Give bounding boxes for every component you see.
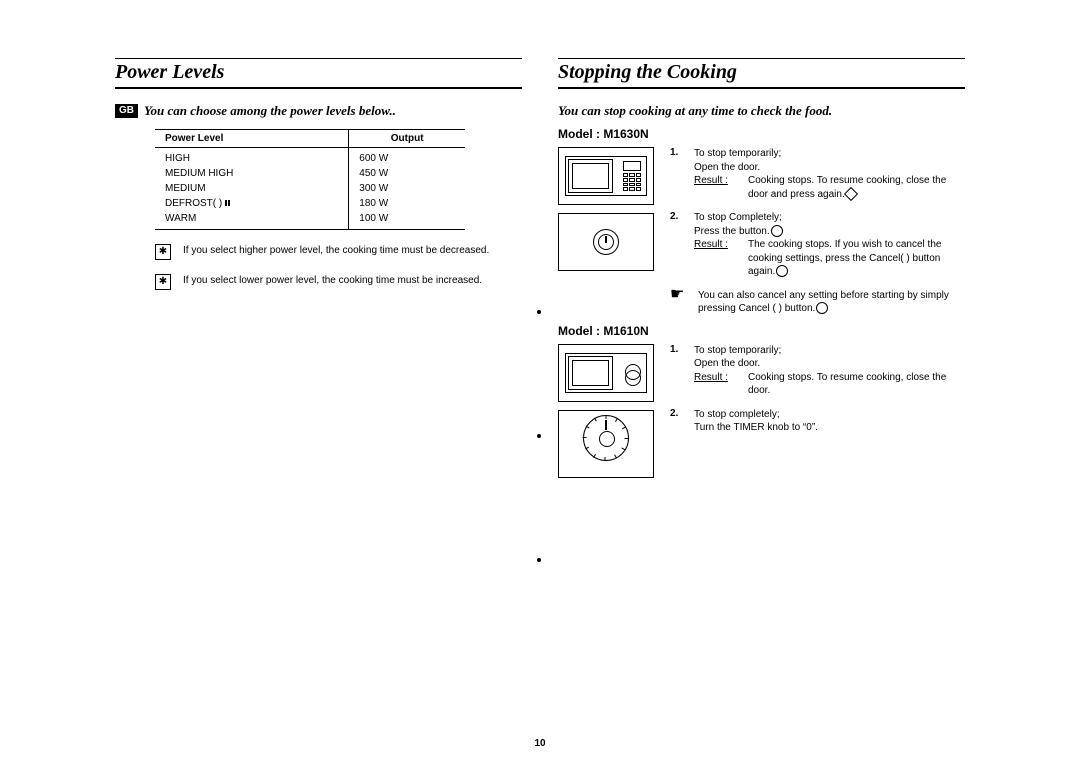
step-head: To stop completely; (694, 408, 965, 422)
power-level-table: Power Level Output HIGH600 W MEDIUM HIGH… (155, 129, 465, 230)
section-title-stopping: Stopping the Cooking (558, 61, 965, 89)
result-text: Cooking stops. To resume cooking, close … (748, 371, 965, 398)
note-text: If you select higher power level, the co… (183, 244, 522, 258)
table-cell: MEDIUM HIGH (155, 166, 349, 181)
gb-badge: GB (115, 104, 138, 118)
illustration-m1610n (558, 344, 654, 478)
table-cell: WARM (155, 211, 349, 230)
step-line: Turn the TIMER knob to “0”. (694, 421, 965, 435)
cancel-circle-icon (776, 265, 788, 277)
intro-stopping: You can stop cooking at any time to chec… (558, 103, 965, 119)
step-line: Press the button. (694, 225, 965, 239)
step-item: 2. To stop completely; Turn the TIMER kn… (670, 408, 965, 435)
start-diamond-icon (844, 187, 858, 201)
cancel-circle-icon (816, 302, 828, 314)
step-head: To stop temporarily; (694, 147, 965, 161)
note-plus-icon: ✱ (155, 274, 171, 290)
note-text: If you select lower power level, the coo… (183, 274, 522, 288)
defrost-icon (223, 198, 232, 208)
table-cell: 300 W (349, 181, 465, 196)
note-row: ✱ If you select lower power level, the c… (155, 274, 522, 290)
page-number: 10 (0, 738, 1080, 749)
binding-dots (537, 310, 543, 682)
step-line: Open the door. (694, 161, 965, 175)
table-cell: HIGH (155, 148, 349, 167)
model-m1610n-heading: Model : M1610N (558, 324, 965, 338)
table-cell: 180 W (349, 196, 465, 211)
microwave-illustration (558, 147, 654, 205)
model-m1630n-heading: Model : M1630N (558, 127, 965, 141)
table-cell: DEFROST( ) (155, 196, 349, 211)
result-label: Result : (694, 174, 738, 201)
result-label: Result : (694, 371, 738, 398)
result-text: Cooking stops. To resume cooking, close … (748, 174, 965, 201)
hand-note: ☛ You can also cancel any setting before… (670, 289, 965, 316)
table-cell: MEDIUM (155, 181, 349, 196)
cancel-circle-icon (771, 225, 783, 237)
illustration-m1630n (558, 147, 654, 316)
timer-dial-illustration (558, 410, 654, 478)
table-cell: 450 W (349, 166, 465, 181)
step-item: 1. To stop temporarily; Open the door. R… (670, 344, 965, 398)
left-column: Power Levels GB You can choose among the… (115, 58, 522, 486)
result-text: The cooking stops. If you wish to cancel… (748, 238, 965, 279)
table-cell: 600 W (349, 148, 465, 167)
intro-power-levels: You can choose among the power levels be… (144, 103, 396, 119)
note-row: ✱ If you select higher power level, the … (155, 244, 522, 260)
right-column: Stopping the Cooking You can stop cookin… (558, 58, 965, 486)
step-item: 2. To stop Completely; Press the button.… (670, 211, 965, 279)
result-label: Result : (694, 238, 738, 279)
hand-note-text: You can also cancel any setting before s… (698, 289, 965, 316)
step-head: To stop temporarily; (694, 344, 965, 358)
th-output: Output (349, 130, 465, 148)
step-item: 1. To stop temporarily; Open the door. R… (670, 147, 965, 201)
section-title-power-levels: Power Levels (115, 61, 522, 89)
step-line: Open the door. (694, 357, 965, 371)
table-cell: 100 W (349, 211, 465, 230)
microwave-illustration (558, 344, 654, 402)
step-head: To stop Completely; (694, 211, 965, 225)
th-power-level: Power Level (155, 130, 349, 148)
cancel-button-illustration (558, 213, 654, 271)
pointing-hand-icon: ☛ (670, 287, 686, 303)
note-plus-icon: ✱ (155, 244, 171, 260)
